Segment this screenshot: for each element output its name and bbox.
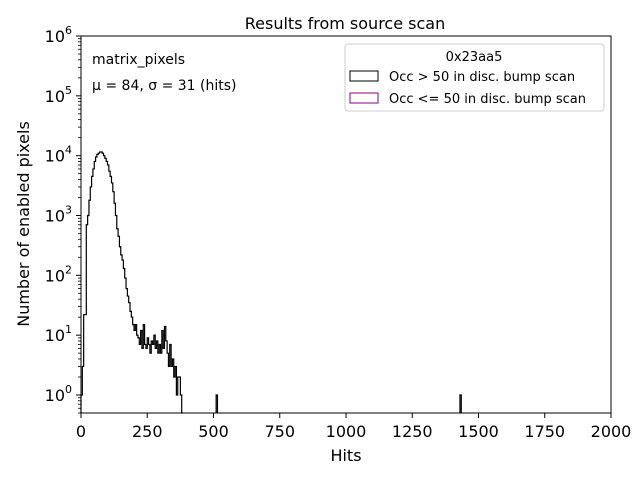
legend-label-occ-below-50: Occ <= 50 in disc. bump scan bbox=[389, 92, 586, 107]
y-tick-label: 103 bbox=[45, 203, 72, 225]
x-tick-label: 250 bbox=[132, 422, 163, 441]
legend-swatch-occ-below-50 bbox=[349, 92, 379, 104]
x-axis: 0 250 500 750 1000 1250 1500 1750 2000 bbox=[76, 413, 631, 441]
x-tick-label: 1000 bbox=[326, 422, 367, 441]
chart-title: Results from source scan bbox=[245, 14, 445, 33]
legend: 0x23aa5 Occ > 50 in disc. bump scan Occ … bbox=[344, 43, 605, 112]
y-axis-label: Number of enabled pixels bbox=[14, 121, 33, 327]
x-tick-label: 0 bbox=[76, 422, 86, 441]
x-tick-label: 1250 bbox=[392, 422, 433, 441]
x-tick-label: 500 bbox=[198, 422, 229, 441]
annotation-name: matrix_pixels bbox=[92, 52, 185, 68]
y-tick-label: 102 bbox=[45, 263, 72, 285]
y-axis: 100 101 102 103 104 105 106 bbox=[45, 24, 81, 414]
legend-swatch-occ-above-50 bbox=[349, 70, 379, 82]
histogram-series bbox=[80, 151, 462, 414]
legend-title: 0x23aa5 bbox=[446, 50, 503, 65]
x-tick-label: 1500 bbox=[458, 422, 499, 441]
x-axis-label: Hits bbox=[330, 446, 361, 465]
x-tick-label: 2000 bbox=[591, 422, 632, 441]
legend-label-occ-above-50: Occ > 50 in disc. bump scan bbox=[389, 70, 575, 85]
y-tick-label: 105 bbox=[45, 84, 72, 106]
x-tick-label: 1750 bbox=[524, 422, 565, 441]
y-tick-label: 106 bbox=[45, 24, 72, 46]
legend-box bbox=[344, 43, 605, 112]
annotation-stats: μ = 84, σ = 31 (hits) bbox=[92, 78, 237, 94]
x-tick-label: 750 bbox=[264, 422, 295, 441]
y-tick-label: 101 bbox=[45, 323, 72, 345]
y-tick-label: 100 bbox=[45, 383, 72, 405]
y-tick-label: 104 bbox=[45, 144, 72, 166]
histogram-series-line bbox=[80, 151, 462, 414]
